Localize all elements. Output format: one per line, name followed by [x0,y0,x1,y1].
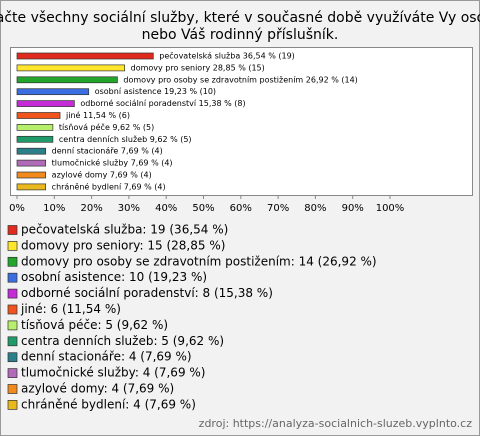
legend-label: domovy pro seniory: 15 (28,85 %) [21,238,225,252]
x-tick-label: 20% [80,203,102,214]
legend-swatch [7,320,18,331]
legend-swatch [7,368,18,378]
x-tick-label: 40% [155,203,177,214]
bar [16,52,154,60]
data-label: chráněné bydlení 7,69 % (4) [52,181,166,191]
bar [16,171,47,179]
data-label: tlumočnické služby 7,69 % (4) [52,158,173,168]
legend-label: azylové domy: 4 (7,69 %) [21,382,174,396]
legend-label: jiné: 6 (11,54 %) [20,302,121,316]
legend-label: osobní asistence: 10 (19,23 %) [21,270,207,284]
legend-swatch [7,304,18,315]
data-label: centra denních služeb 9,62 % (5) [59,135,192,144]
data-label: azylové domy 7,69 % (4) [52,170,152,180]
data-label: domovy pro osoby se zdravotním postižení… [123,75,357,84]
legend-swatch [7,288,18,299]
x-tick-label: 100% [376,203,405,214]
bar [16,88,90,96]
x-tick-label: 10% [43,203,65,214]
legend-label: pečovatelská služba: 19 (36,54 %) [21,223,228,237]
legend-swatch [7,352,18,363]
x-tick-label: 30% [118,203,140,214]
plot-area [10,47,473,196]
legend-swatch [7,336,18,347]
data-label: jiné 11,54 % (6) [65,110,130,120]
bar [16,124,54,131]
bar [16,112,61,119]
legend-swatch [7,384,18,394]
bar [16,147,47,155]
data-label: pečovatelská služba 36,54 % (19) [159,51,295,61]
bar [16,183,47,191]
bar [16,64,125,72]
bar [16,76,118,84]
x-tick-label: 60% [230,203,252,214]
legend-swatch [7,256,18,267]
data-label: odborné sociální poradenství 15,38 % (8) [80,98,245,108]
data-label: tísňová péče 9,62 % (5) [59,122,154,132]
chart-title: Označte všechny sociální služby, které v… [0,10,480,43]
legend-label: chráněné bydlení: 4 (7,69 %) [21,397,196,411]
legend-label: denní stacionáře: 4 (7,69 %) [21,350,192,364]
x-tick-label: 0% [9,203,25,214]
legend-label: odborné sociální poradenství: 8 (15,38 %… [21,286,273,300]
bar [16,135,54,143]
data-label: domovy pro seniory 28,85 % (15) [131,63,265,72]
legend-label: tlumočnické služby: 4 (7,69 %) [21,366,205,380]
x-tick-label: 80% [304,203,326,214]
bar [16,159,47,167]
legend-swatch [7,241,18,251]
legend-swatch [7,225,18,235]
legend-label: domovy pro osoby se zdravotním postižení… [21,254,377,268]
legend-swatch [7,272,18,283]
data-label: denní stacionáře 7,69 % (4) [52,147,163,156]
x-tick-label: 70% [267,203,289,214]
bar [16,100,75,107]
legend-label: centra denních služeb: 5 (9,62 %) [21,334,224,348]
x-tick-label: 50% [192,203,214,214]
source: zdroj: https://analyza-socialnich-sluzeb… [199,417,473,430]
legend-swatch [7,400,18,410]
x-tick-label: 90% [342,203,364,214]
legend-label: tísňová péče: 5 (9,62 %) [21,318,168,332]
data-label: osobní asistence 19,23 % (10) [95,87,216,96]
